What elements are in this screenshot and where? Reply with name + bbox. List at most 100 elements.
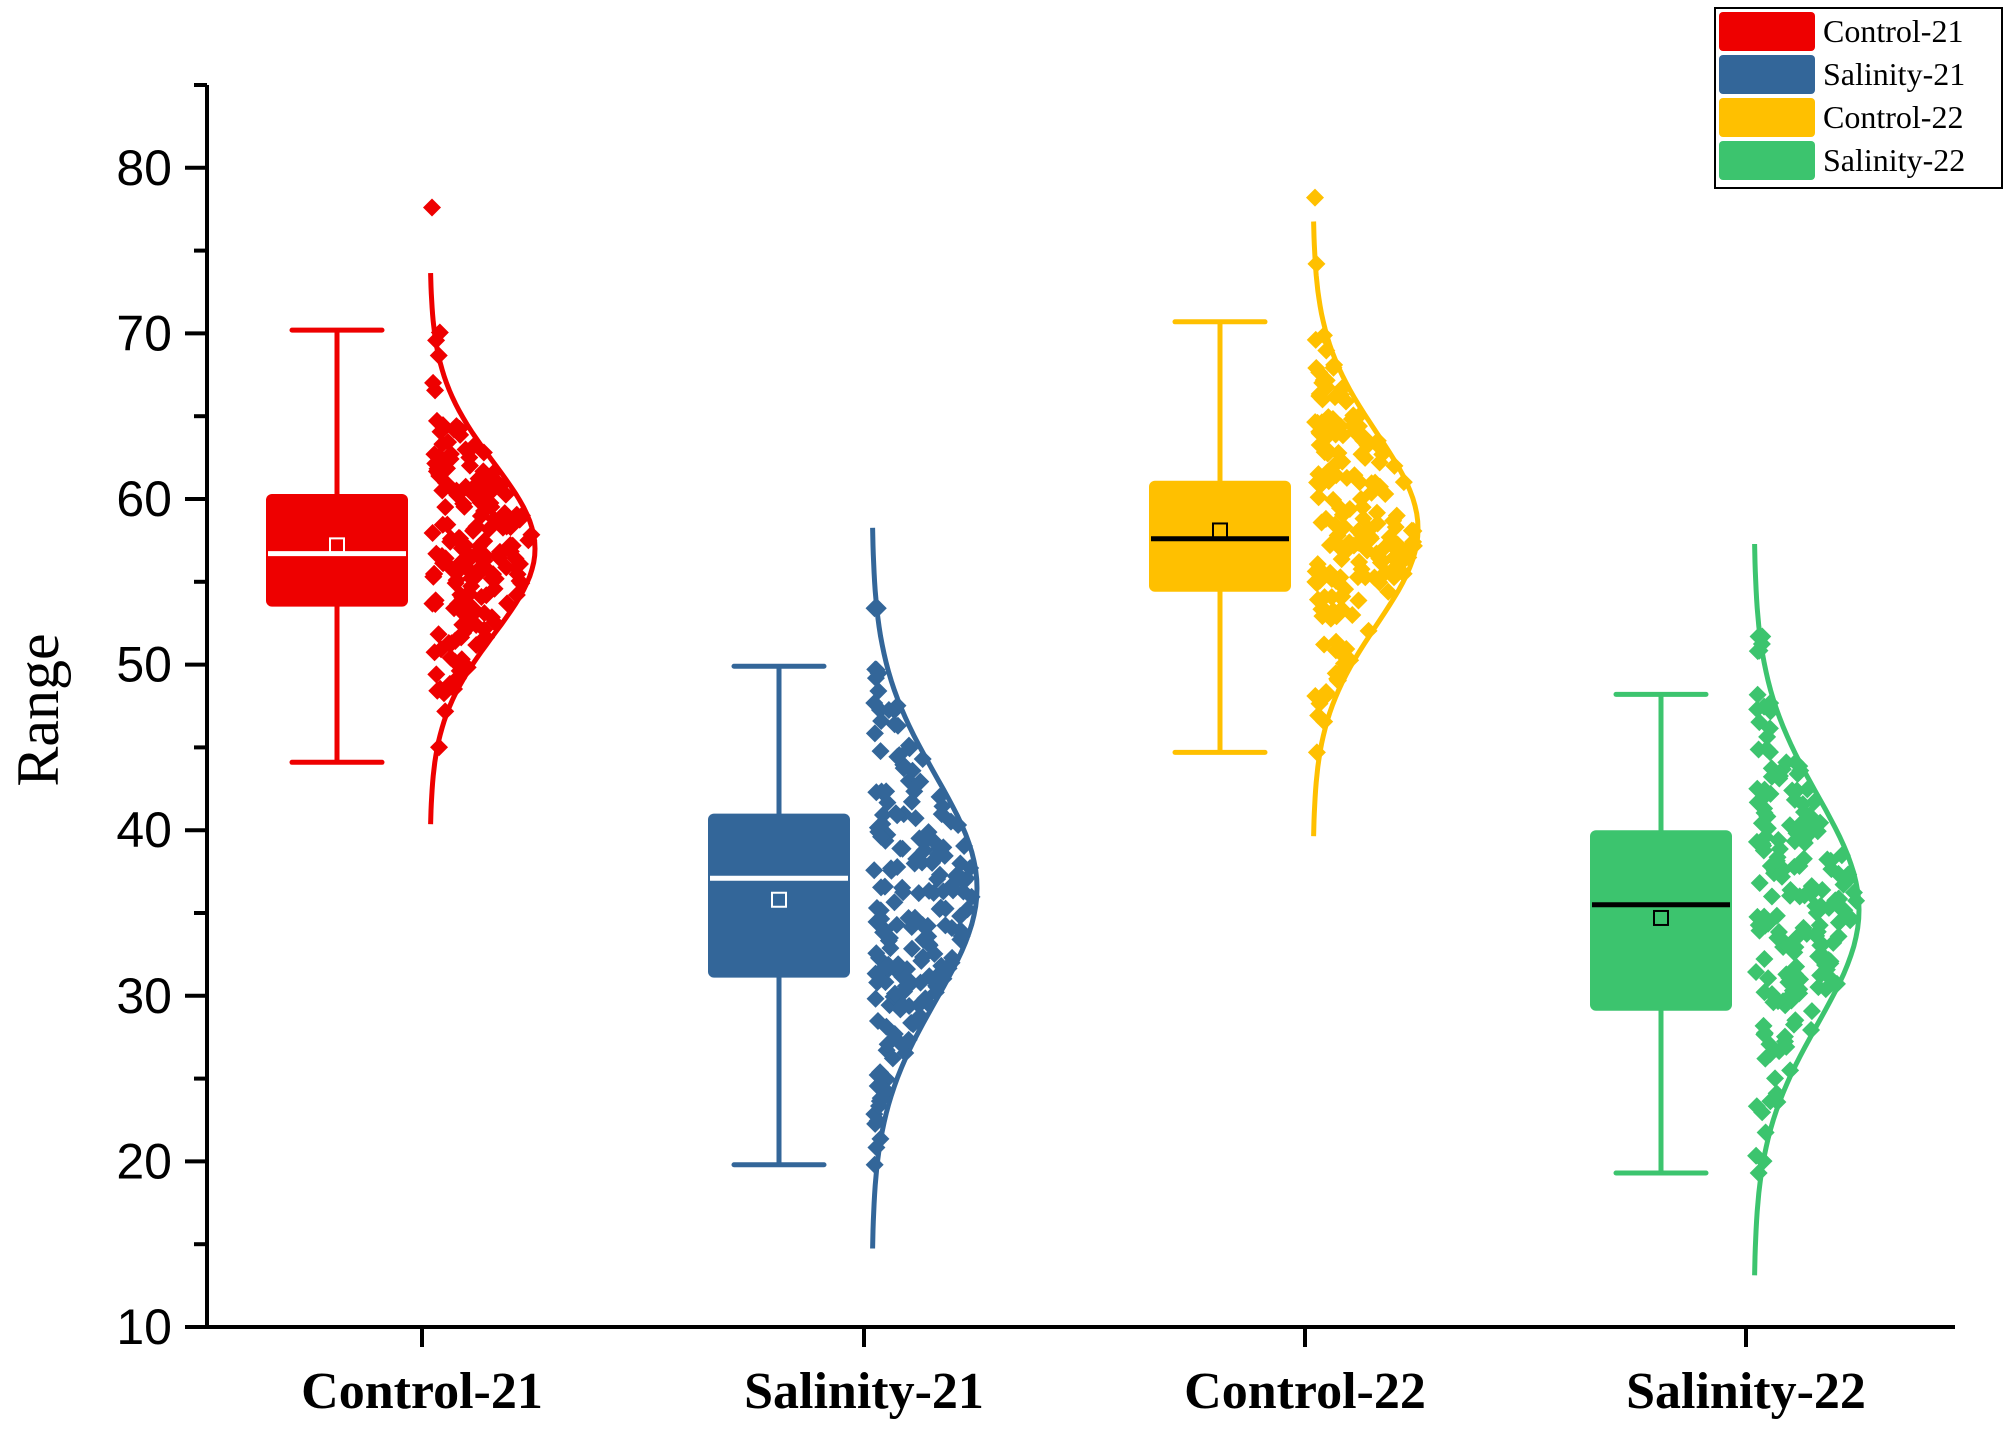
- data-point: [951, 930, 970, 949]
- data-point: [930, 787, 949, 806]
- data-point: [1350, 552, 1369, 571]
- data-point: [1353, 498, 1372, 517]
- data-point: [1317, 341, 1336, 360]
- data-point: [451, 529, 470, 548]
- data-point: [871, 742, 890, 761]
- data-point: [1387, 506, 1406, 525]
- data-point: [944, 881, 963, 900]
- data-point: [460, 456, 479, 475]
- data-point: [1368, 514, 1387, 533]
- data-point: [865, 861, 884, 880]
- data-point: [427, 331, 446, 350]
- data-point: [1395, 550, 1414, 569]
- data-point: [1824, 933, 1843, 952]
- data-point: [1333, 539, 1352, 558]
- data-point: [914, 948, 933, 967]
- data-point: [865, 724, 884, 743]
- data-point: [868, 1076, 887, 1095]
- data-point: [1321, 463, 1340, 482]
- data-point: [459, 618, 478, 637]
- data-point: [1388, 535, 1407, 554]
- data-point: [1816, 980, 1835, 999]
- data-points: [1306, 188, 1423, 762]
- data-point: [436, 702, 455, 721]
- iqr-box: [1590, 830, 1732, 1011]
- iqr-box: [266, 494, 408, 607]
- data-point: [1748, 907, 1767, 926]
- group-control-22: [1149, 188, 1423, 837]
- data-point: [1767, 851, 1786, 870]
- data-point: [1800, 881, 1819, 900]
- data-point: [1809, 947, 1828, 966]
- data-point: [1769, 992, 1788, 1011]
- y-tick-label: 50: [116, 637, 172, 693]
- data-point: [1370, 453, 1389, 472]
- data-point: [1788, 764, 1807, 783]
- data-point: [918, 993, 937, 1012]
- group-control-21: [266, 198, 541, 825]
- data-point: [482, 569, 501, 588]
- data-point: [916, 832, 935, 851]
- data-point: [1755, 950, 1774, 969]
- data-point: [1312, 474, 1331, 493]
- data-point: [930, 899, 949, 918]
- mean-marker: [1653, 909, 1669, 926]
- mean-marker: [771, 891, 787, 908]
- legend-swatch: [1719, 12, 1815, 51]
- data-point: [1760, 719, 1779, 738]
- data-point: [1755, 780, 1774, 799]
- data-point: [446, 652, 465, 671]
- data-point: [1310, 385, 1329, 404]
- x-tick-label: Control-22: [1184, 1363, 1426, 1420]
- data-point: [1309, 706, 1328, 725]
- data-point: [1747, 962, 1766, 981]
- data-point: [955, 836, 974, 855]
- data-point: [1355, 428, 1374, 447]
- data-point: [1790, 857, 1809, 876]
- data-point: [1314, 326, 1333, 345]
- data-point: [923, 853, 942, 872]
- data-point: [1321, 563, 1340, 582]
- iqr-box: [708, 813, 850, 978]
- data-point: [467, 544, 486, 563]
- data-point: [432, 547, 451, 566]
- data-point: [1367, 503, 1386, 522]
- data-point: [894, 883, 913, 902]
- data-point: [1371, 553, 1390, 572]
- data-point: [1354, 509, 1373, 528]
- data-point: [951, 907, 970, 926]
- data-point: [1810, 916, 1829, 935]
- data-point: [1330, 499, 1349, 518]
- data-point: [425, 445, 444, 464]
- data-point: [920, 936, 939, 955]
- data-point: [1838, 871, 1857, 890]
- data-point: [926, 983, 945, 1002]
- data-point: [1307, 743, 1326, 762]
- data-point: [1344, 406, 1363, 425]
- data-point: [881, 939, 900, 958]
- data-point: [1762, 887, 1781, 906]
- data-point: [902, 792, 921, 811]
- data-point: [1797, 924, 1816, 943]
- data-point: [1754, 1152, 1773, 1171]
- y-tick-label: 60: [116, 471, 172, 527]
- data-point: [426, 381, 445, 400]
- data-point: [878, 793, 897, 812]
- data-point: [1783, 781, 1802, 800]
- data-point: [1767, 1084, 1786, 1103]
- data-point: [1759, 969, 1778, 988]
- data-point: [447, 571, 466, 590]
- data-point: [460, 562, 479, 581]
- data-point: [1798, 780, 1817, 799]
- data-point: [1349, 591, 1368, 610]
- data-point: [866, 989, 885, 1008]
- data-point: [1784, 1015, 1803, 1034]
- data-point: [871, 1129, 890, 1148]
- data-point: [1312, 413, 1331, 432]
- x-tick-label: Salinity-22: [1626, 1363, 1866, 1420]
- data-point: [439, 633, 458, 652]
- data-point: [1769, 830, 1788, 849]
- data-point: [1324, 358, 1343, 377]
- y-tick-label: 80: [116, 140, 172, 196]
